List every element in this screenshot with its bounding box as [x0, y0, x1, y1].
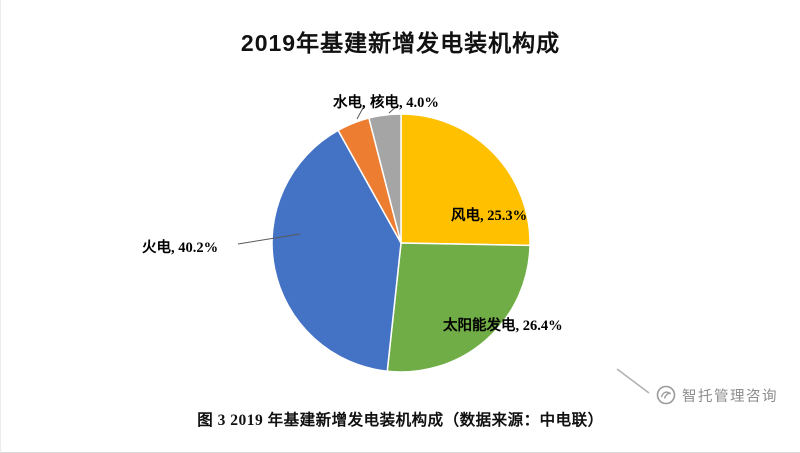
watermark: 智托管理咨询 — [655, 384, 778, 406]
leader-lines — [237, 104, 399, 245]
watermark-text: 智托管理咨询 — [682, 388, 778, 405]
watermark-stroke-icon — [616, 368, 650, 394]
leader-line-thermal — [237, 233, 301, 245]
label-solar: 太阳能发电, 26.4% — [443, 318, 563, 334]
pie-slices — [271, 113, 531, 373]
figure-caption: 图 3 2019 年基建新增发电装机构成（数据来源：中电联） — [197, 412, 604, 429]
pie-slice-solar — [386, 242, 531, 373]
leader-line-nuclear — [388, 104, 399, 114]
pie-slice-nuclear — [368, 113, 402, 244]
label-thermal: 火电, 40.2% — [142, 240, 219, 256]
leader-line-hydro — [356, 105, 365, 120]
pie-slice-thermal — [271, 129, 402, 373]
label-wind: 风电, 25.3% — [451, 208, 528, 224]
pie-slice-wind — [400, 113, 531, 247]
chart-title: 2019年基建新增发电装机构成 — [240, 30, 561, 56]
watermark-logo-icon — [656, 385, 676, 405]
label-hydro: 水电, — [333, 95, 366, 111]
label-nuclear: 核电, 4.0% — [370, 95, 439, 111]
